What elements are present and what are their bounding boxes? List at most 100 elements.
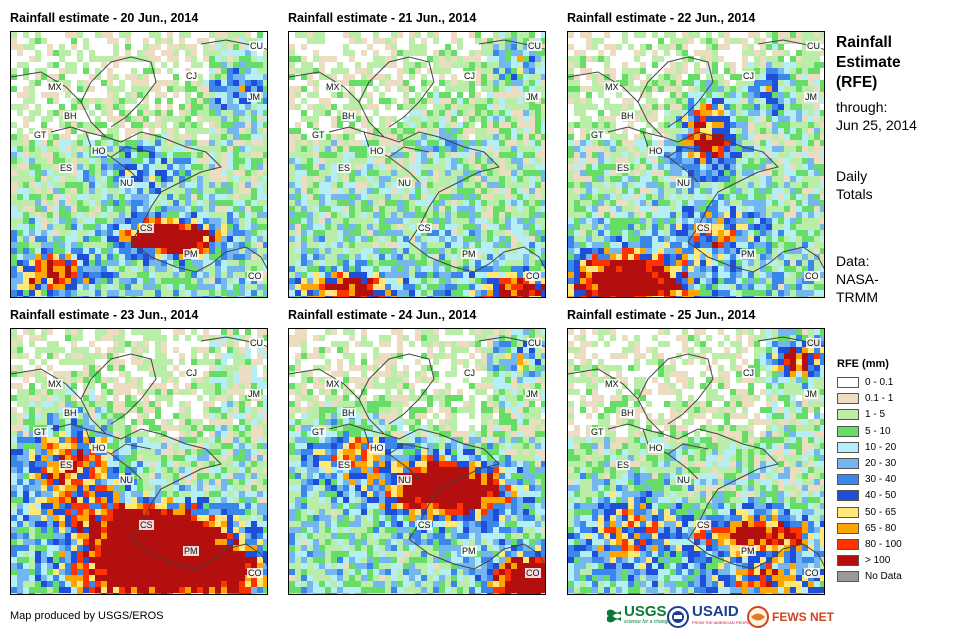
country-label: ES (59, 460, 74, 470)
panel-title: Rainfall estimate - 21 Jun., 2014 (288, 11, 477, 25)
legend-swatch (837, 506, 859, 518)
country-label: ES (337, 163, 352, 173)
legend-swatch (837, 409, 859, 421)
legend-swatch (837, 441, 859, 453)
rainfall-grid (289, 329, 545, 594)
country-label: CU (806, 338, 821, 348)
country-label: CS (139, 223, 154, 233)
data-source-line: TRMM (836, 289, 878, 305)
totals-line: Totals (836, 186, 873, 202)
legend-item: 20 - 30 (837, 457, 896, 470)
panel-title: Rainfall estimate - 20 Jun., 2014 (10, 11, 199, 25)
country-label: CU (527, 338, 542, 348)
country-label: JM (525, 389, 539, 399)
rainfall-grid (568, 329, 824, 594)
country-label: CJ (185, 368, 198, 378)
country-label: MX (604, 379, 620, 389)
country-label: HO (648, 146, 664, 156)
legend-item: > 100 (837, 554, 890, 567)
country-label: CS (696, 520, 711, 530)
country-label: BH (341, 408, 356, 418)
legend-swatch (837, 539, 859, 550)
country-label: GT (311, 427, 326, 437)
legend-heading: Rainfall Estimate (RFE) (836, 33, 901, 93)
country-label: HO (369, 146, 385, 156)
country-label: CS (696, 223, 711, 233)
country-label: CS (417, 223, 432, 233)
country-label: CO (804, 271, 820, 281)
country-label: GT (311, 130, 326, 140)
heading-line: Estimate (836, 54, 901, 71)
country-label: BH (63, 111, 78, 121)
country-label: ES (616, 163, 631, 173)
fewsnet-globe-icon (747, 606, 769, 628)
rainfall-grid (11, 329, 267, 594)
country-label: CJ (742, 368, 755, 378)
heading-line: (RFE) (836, 74, 878, 91)
usgs-logo: USGS science for a changing world (606, 604, 687, 630)
country-label: BH (620, 408, 635, 418)
country-label: HO (369, 443, 385, 453)
country-label: CJ (742, 71, 755, 81)
country-label: MX (325, 379, 341, 389)
rainfall-grid (11, 32, 267, 297)
country-label: CO (525, 568, 541, 578)
panel-title: Rainfall estimate - 22 Jun., 2014 (567, 11, 756, 25)
legend-swatch (837, 458, 859, 469)
rainfall-map: CU MX CJ JM BH GT HO ES NU CS PM CO (10, 328, 268, 595)
legend-item: 65 - 80 (837, 522, 896, 535)
country-label: JM (247, 389, 261, 399)
usaid-wordmark: USAID (692, 603, 739, 620)
fewsnet-logo: FEWS NET (747, 604, 834, 630)
legend-swatch (837, 555, 859, 567)
usaid-seal-icon (667, 606, 689, 628)
country-label: CO (247, 568, 263, 578)
usaid-logo: USAID FROM THE AMERICAN PEOPLE (667, 604, 752, 630)
data-source-line: Data: (836, 253, 870, 269)
country-label: CU (806, 41, 821, 51)
country-label: JM (804, 92, 818, 102)
country-label: PM (461, 249, 477, 259)
country-label: CU (249, 41, 264, 51)
rainfall-map: CU MX CJ JM BH GT HO ES NU CS PM CO (10, 31, 268, 298)
country-label: NU (119, 475, 134, 485)
heading-line: Rainfall (836, 34, 892, 51)
rainfall-map: CU MX CJ JM BH GT HO ES NU CS PM CO (288, 31, 546, 298)
usgs-wordmark: USGS (624, 603, 667, 620)
legend-item: 50 - 65 (837, 506, 896, 519)
country-label: CJ (463, 71, 476, 81)
legend-swatch (837, 425, 859, 437)
legend-title: RFE (mm) (837, 358, 889, 370)
legend-label: 65 - 80 (865, 522, 897, 534)
legend-item: 30 - 40 (837, 473, 896, 486)
data-source-line: NASA- (836, 271, 879, 287)
country-label: GT (33, 130, 48, 140)
legend-item: 5 - 10 (837, 425, 891, 438)
country-label: ES (616, 460, 631, 470)
rainfall-map: CU MX CJ JM BH GT HO ES NU CS PM CO (567, 328, 825, 595)
panel-title: Rainfall estimate - 23 Jun., 2014 (10, 308, 199, 322)
totals-line: Daily (836, 168, 868, 184)
country-label: PM (183, 249, 199, 259)
country-label: HO (648, 443, 664, 453)
legend-label: 30 - 40 (865, 474, 897, 486)
legend-item: 10 - 20 (837, 441, 896, 454)
legend-item: No Data (837, 570, 902, 583)
country-label: JM (247, 92, 261, 102)
country-label: HO (91, 443, 107, 453)
country-label: ES (337, 460, 352, 470)
legend-item: 0.1 - 1 (837, 392, 893, 405)
legend-swatch (837, 393, 859, 405)
rainfall-map: CU MX CJ JM BH GT HO ES NU CS PM CO (288, 328, 546, 595)
panel-title: Rainfall estimate - 25 Jun., 2014 (567, 308, 756, 322)
country-label: NU (676, 178, 691, 188)
country-label: CU (527, 41, 542, 51)
rainfall-grid (289, 32, 545, 297)
country-label: PM (183, 546, 199, 556)
country-label: JM (525, 92, 539, 102)
country-label: PM (461, 546, 477, 556)
country-label: CO (804, 568, 820, 578)
panel-title: Rainfall estimate - 24 Jun., 2014 (288, 308, 477, 322)
country-label: CO (247, 271, 263, 281)
legend-label: 50 - 65 (865, 506, 897, 518)
